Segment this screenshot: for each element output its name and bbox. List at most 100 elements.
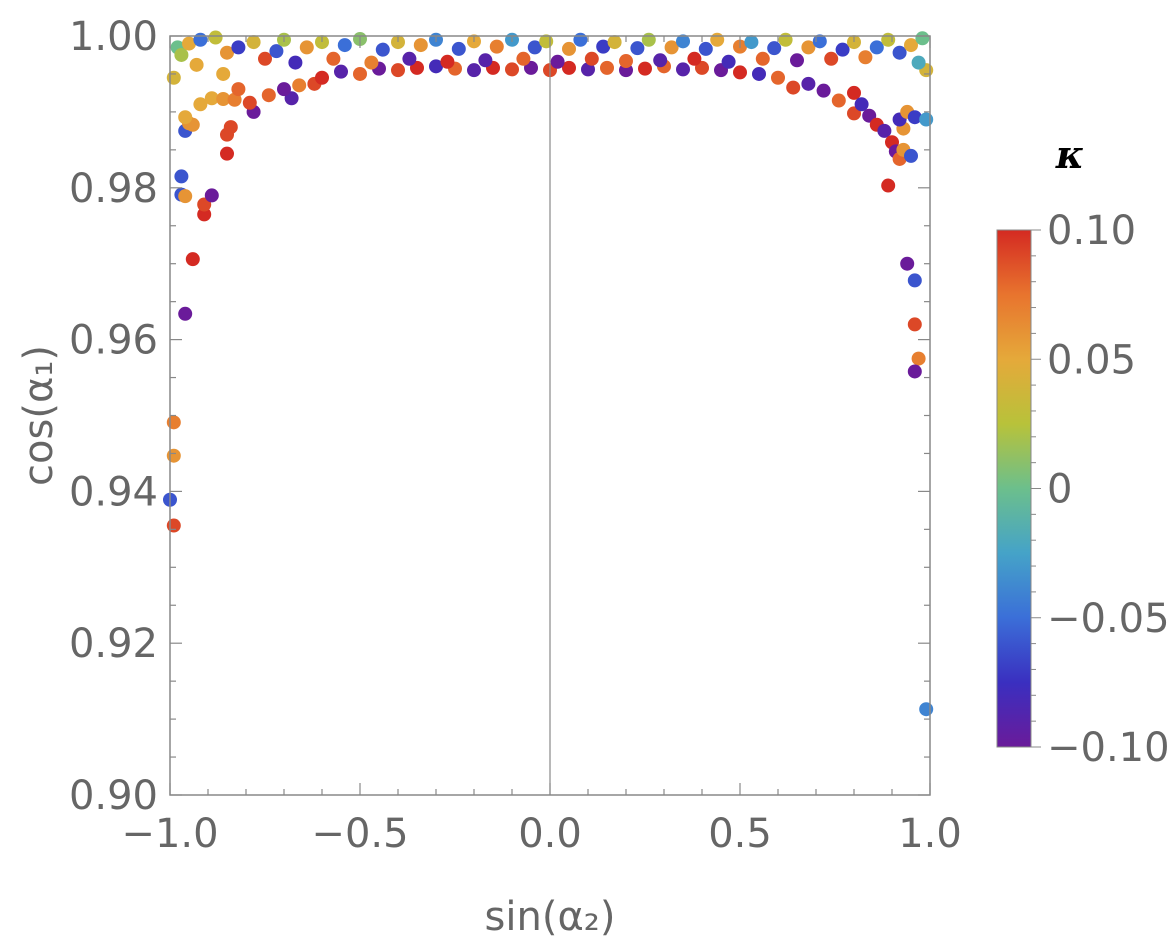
data-point: [193, 97, 208, 112]
data-point: [767, 41, 782, 56]
colorbar: κ 0.10 0.05 0 −0.05 −0.10: [996, 132, 1170, 771]
x-tick-label: 0.0: [518, 811, 582, 857]
data-point: [892, 45, 907, 60]
x-tick-label: 0.5: [708, 811, 772, 857]
data-point: [220, 146, 234, 161]
data-point: [227, 92, 242, 107]
colorbar-tick-label: 0: [1047, 467, 1072, 513]
data-point: [847, 85, 861, 100]
data-point: [391, 35, 405, 50]
data-point: [364, 55, 379, 70]
y-tick-label: 1.00: [69, 14, 158, 60]
data-point: [752, 66, 766, 81]
data-point: [911, 55, 926, 70]
data-point: [869, 40, 884, 55]
data-point: [710, 32, 725, 47]
data-point: [261, 88, 276, 103]
data-point: [881, 32, 896, 47]
y-tick-label: 0.96: [69, 318, 158, 364]
data-point: [334, 64, 348, 79]
data-point: [391, 63, 405, 78]
data-point: [619, 54, 633, 69]
data-point: [166, 415, 181, 430]
x-tick-label: −0.5: [311, 811, 408, 857]
data-point: [197, 207, 212, 222]
data-point: [858, 50, 873, 65]
data-point: [687, 51, 702, 66]
data-point: [816, 83, 831, 98]
data-point: [907, 273, 922, 288]
data-point: [581, 62, 595, 77]
colorbar-tick-label: 0.05: [1047, 337, 1136, 383]
data-point: [204, 91, 219, 106]
data-point: [246, 35, 261, 50]
data-point: [915, 31, 930, 46]
data-point: [166, 70, 181, 85]
points-layer: [163, 30, 934, 717]
data-point: [174, 47, 189, 62]
data-point: [607, 35, 622, 50]
data-point: [584, 51, 599, 66]
colorbar-ticks: 0.10 0.05 0 −0.05 −0.10: [1031, 208, 1170, 771]
data-point: [467, 63, 481, 78]
data-point: [900, 256, 915, 271]
x-axis-title: sin(α₂): [485, 894, 616, 940]
data-point: [790, 53, 804, 68]
data-point: [178, 306, 193, 321]
data-point: [733, 65, 747, 80]
data-point: [907, 110, 922, 125]
data-point: [216, 91, 231, 106]
data-point: [178, 110, 193, 125]
data-point: [375, 42, 390, 57]
data-point: [721, 54, 736, 69]
data-point: [596, 39, 611, 54]
colorbar-tick-label: −0.05: [1047, 596, 1170, 642]
x-tick-label: −1.0: [121, 811, 218, 857]
data-point: [638, 61, 652, 76]
x-tick-label: 1.0: [898, 811, 962, 857]
colorbar-gradient: [996, 229, 1032, 748]
data-point: [824, 51, 839, 66]
data-point: [216, 66, 231, 81]
data-point: [299, 40, 314, 55]
data-point: [505, 62, 519, 77]
data-point: [771, 70, 785, 85]
data-point: [242, 95, 257, 110]
colorbar-title: κ: [1055, 132, 1084, 177]
data-point: [204, 188, 219, 203]
data-point: [277, 82, 291, 97]
data-point: [919, 702, 934, 717]
data-point: [315, 35, 329, 50]
data-point: [489, 39, 504, 54]
data-point: [676, 34, 690, 49]
y-axis: 0.90 0.92 0.94 0.96 0.98 1.00: [69, 14, 930, 819]
data-point: [527, 40, 542, 55]
colorbar-tick-label: 0.10: [1047, 208, 1136, 254]
data-point: [413, 38, 428, 53]
x-axis: −1.0 −0.5 0.0 0.5 1.0: [121, 36, 962, 857]
data-point: [801, 40, 816, 55]
data-point: [907, 364, 922, 379]
data-point: [478, 53, 493, 68]
data-point: [744, 35, 759, 50]
data-point: [630, 41, 645, 56]
y-tick-label: 0.98: [69, 166, 158, 212]
data-point: [562, 41, 576, 56]
data-point: [326, 51, 341, 66]
data-point: [185, 252, 200, 267]
y-tick-label: 0.94: [69, 469, 158, 515]
data-point: [755, 51, 770, 66]
data-point: [178, 189, 193, 204]
data-point: [600, 60, 614, 75]
data-point: [911, 351, 926, 366]
data-point: [881, 178, 896, 193]
data-point: [847, 35, 861, 50]
data-point: [231, 40, 246, 55]
data-point: [189, 57, 204, 72]
data-point: [562, 60, 576, 75]
data-point: [698, 41, 713, 56]
data-point: [429, 59, 443, 74]
data-point: [573, 32, 588, 47]
data-point: [451, 41, 466, 56]
